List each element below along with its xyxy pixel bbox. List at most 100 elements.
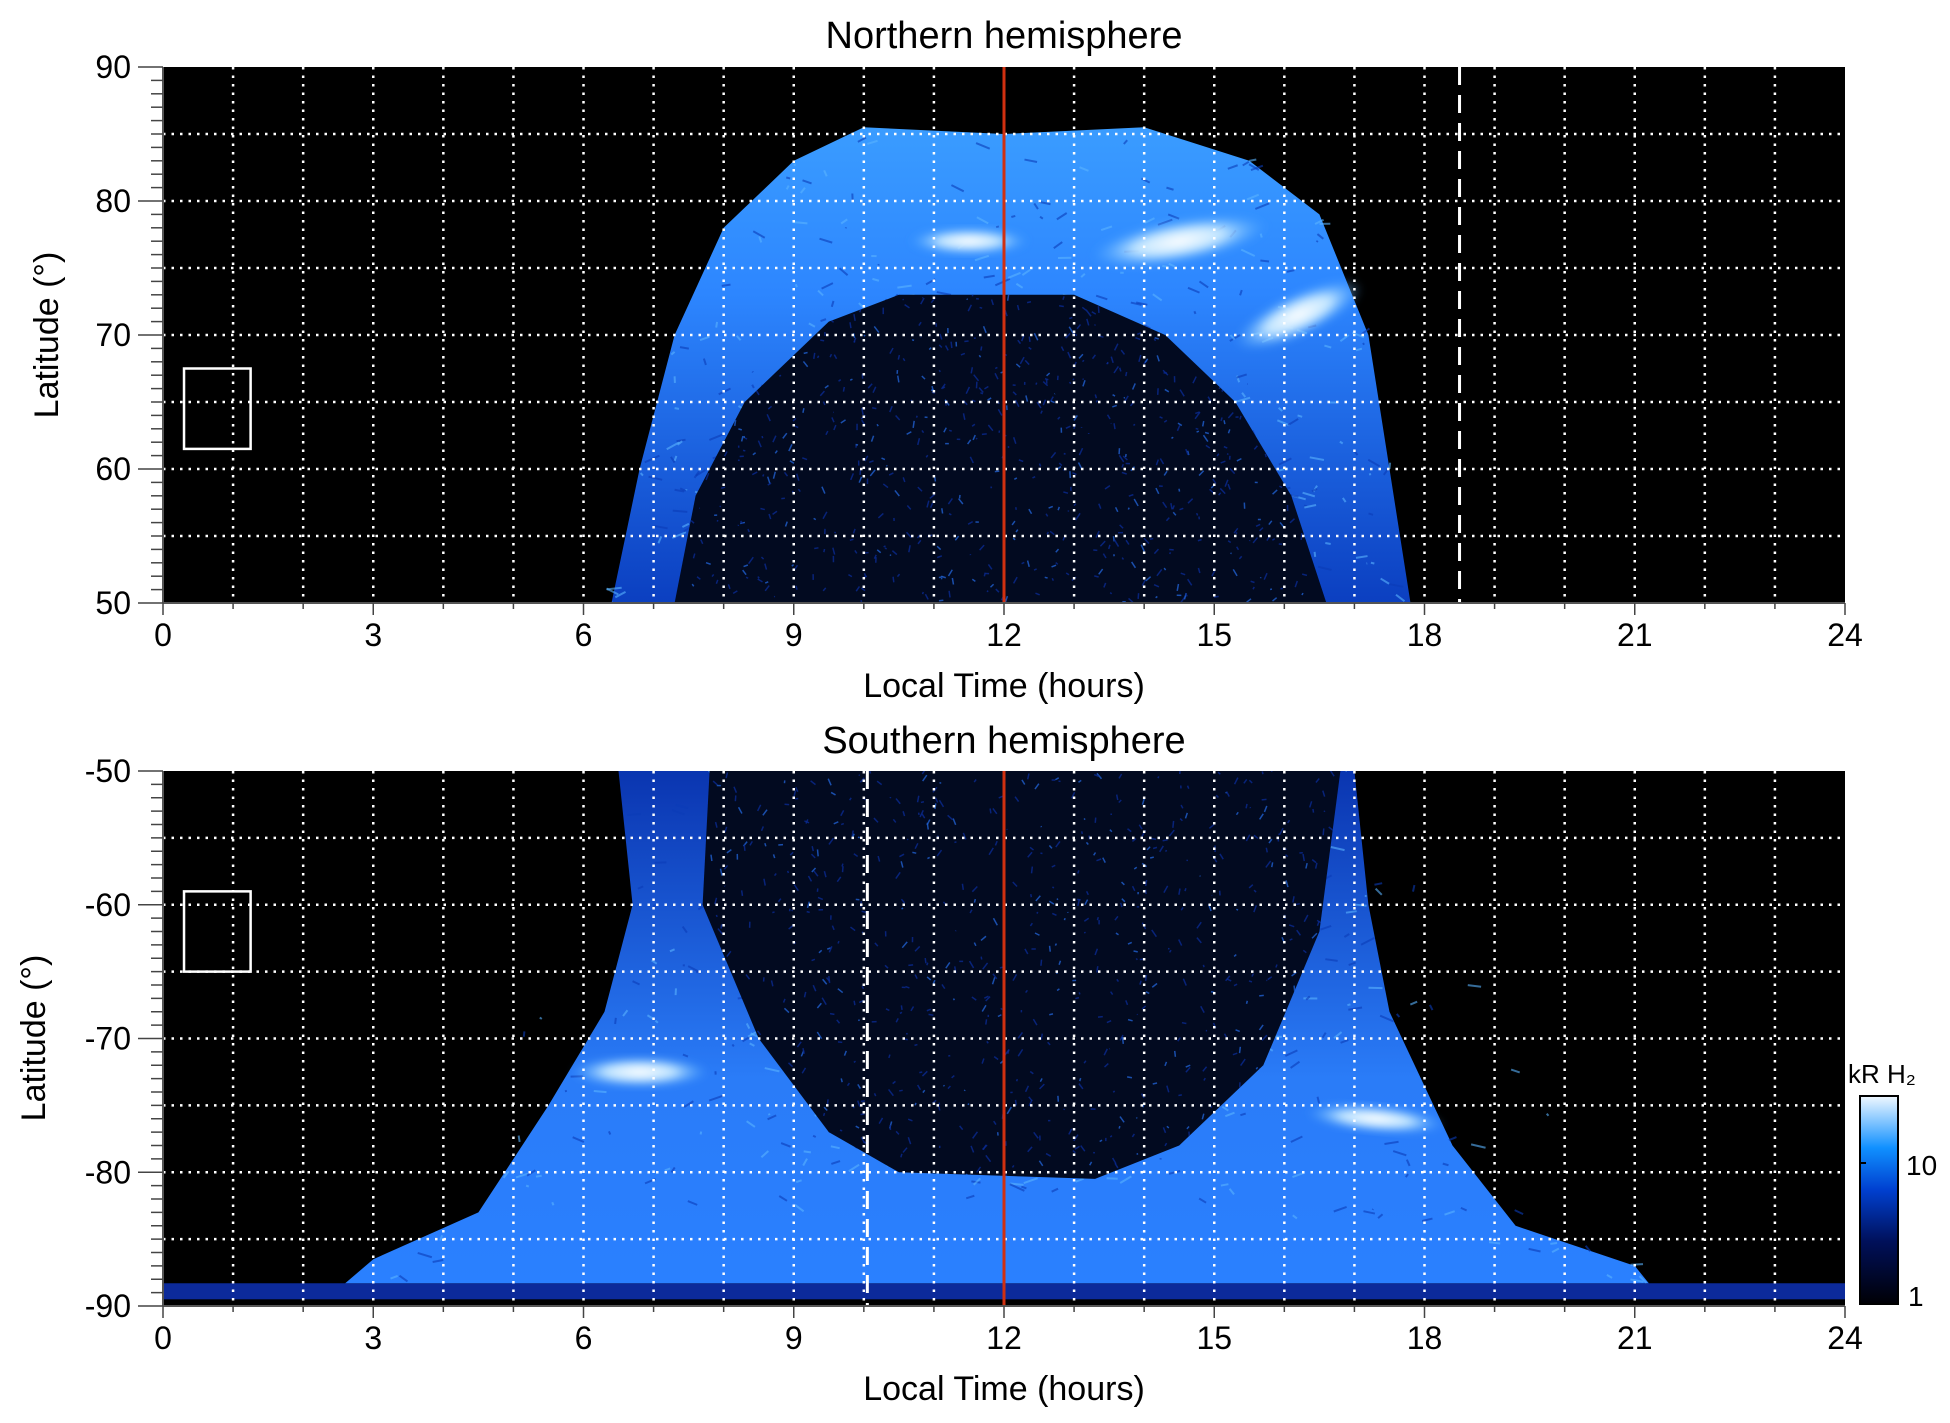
noise-streak: [1248, 779, 1253, 784]
noise-streak: [1024, 359, 1030, 366]
noise-streak: [858, 476, 863, 483]
band-streak: [976, 216, 989, 225]
noise-streak: [1068, 381, 1072, 385]
band-streak: [1141, 177, 1151, 184]
noise-streak: [1021, 561, 1025, 565]
noise-streak: [1081, 306, 1087, 311]
band-streak: [1095, 294, 1108, 301]
band-streak: [1278, 457, 1292, 466]
noise-streak: [1178, 488, 1181, 492]
noise-streak: [921, 1070, 928, 1077]
noise-streak: [1164, 388, 1170, 393]
noise-streak: [973, 374, 980, 382]
band-streak: [1228, 1188, 1235, 1196]
noise-streak: [1144, 879, 1148, 887]
noise-streak: [1292, 896, 1295, 903]
noise-streak: [1045, 513, 1049, 517]
x-tick-label: 3: [364, 617, 382, 653]
noise-streak: [859, 777, 865, 783]
noise-streak: [992, 917, 998, 926]
noise-streak: [1138, 824, 1143, 830]
band-streak: [1143, 324, 1151, 330]
noise-streak: [817, 896, 824, 901]
noise-streak: [1181, 1021, 1187, 1025]
noise-streak: [1184, 812, 1189, 819]
noise-streak: [872, 386, 877, 393]
noise-streak: [712, 780, 718, 786]
band-streak: [983, 274, 995, 279]
x-tick-label: 24: [1827, 1320, 1863, 1356]
noise-streak: [1253, 905, 1258, 913]
noise-streak: [979, 306, 983, 309]
noise-streak: [920, 801, 925, 804]
band-streak: [1404, 1173, 1409, 1178]
noise-streak: [1182, 978, 1187, 986]
band-streak: [1325, 542, 1331, 545]
noise-streak: [902, 1147, 908, 1153]
noise-streak: [860, 1113, 865, 1116]
band-streak: [1630, 1263, 1644, 1266]
noise-streak: [772, 435, 777, 443]
band-streak: [674, 488, 685, 493]
noise-streak: [1038, 463, 1042, 467]
noise-streak: [710, 854, 713, 862]
band-streak: [799, 187, 806, 194]
noise-streak: [829, 1012, 835, 1016]
band-streak: [803, 1150, 812, 1154]
noise-streak: [691, 583, 695, 587]
noise-streak: [912, 420, 915, 429]
noise-streak: [983, 572, 986, 577]
noise-streak: [1062, 536, 1066, 541]
noise-streak: [843, 1050, 847, 1056]
band-streak: [1412, 884, 1416, 892]
noise-streak: [1014, 399, 1020, 408]
noise-streak: [1140, 544, 1145, 552]
noise-streak: [1238, 555, 1243, 560]
y-tick-label: 80: [95, 183, 131, 219]
noise-streak: [971, 578, 976, 582]
noise-streak: [976, 1166, 982, 1173]
noise-streak: [915, 415, 918, 418]
noise-streak: [1213, 595, 1219, 598]
noise-streak: [950, 341, 953, 349]
noise-streak: [743, 844, 746, 851]
noise-streak: [1226, 453, 1229, 456]
noise-streak: [747, 556, 754, 565]
noise-streak: [1196, 937, 1202, 944]
noise-streak: [1143, 537, 1150, 544]
noise-streak: [919, 1071, 923, 1074]
x-tick-label: 15: [1196, 617, 1232, 653]
noise-streak: [1302, 853, 1306, 862]
noise-streak: [1012, 537, 1016, 541]
band-streak: [708, 433, 725, 441]
noise-streak: [749, 840, 753, 846]
noise-streak: [878, 1117, 884, 1125]
noise-streak: [806, 901, 811, 909]
noise-streak: [1045, 1152, 1052, 1157]
band-streak: [1227, 164, 1238, 170]
noise-streak: [1289, 518, 1296, 524]
noise-streak: [943, 1084, 945, 1087]
noise-streak: [1119, 1034, 1124, 1041]
noise-streak: [1164, 1061, 1168, 1067]
noise-streak: [1279, 485, 1283, 489]
band-streak: [646, 1014, 654, 1020]
noise-streak: [1118, 367, 1122, 372]
noise-streak: [932, 979, 936, 984]
band-streak: [1239, 289, 1243, 296]
noise-streak: [1163, 419, 1168, 423]
noise-streak: [846, 1082, 851, 1087]
noise-streak: [1030, 894, 1033, 898]
noise-streak: [1141, 579, 1146, 586]
noise-streak: [900, 898, 906, 904]
noise-streak: [774, 450, 778, 454]
band-streak: [838, 267, 849, 276]
noise-streak: [926, 1008, 932, 1012]
band-streak: [525, 1184, 530, 1188]
band-streak: [1395, 1013, 1401, 1018]
south-title: Southern hemisphere: [822, 720, 1185, 762]
noise-streak: [833, 354, 838, 360]
noise-streak: [1236, 908, 1239, 911]
noise-streak: [1187, 498, 1194, 504]
band-streak: [1144, 217, 1155, 224]
